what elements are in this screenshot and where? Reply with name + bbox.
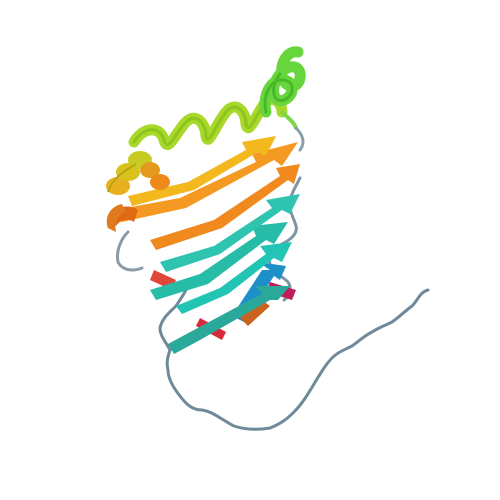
- lower-loop-coil: [158, 288, 188, 352]
- green-connector-coil: [294, 126, 305, 152]
- orange-strand-1: [150, 164, 300, 250]
- orange-curl: [106, 204, 126, 232]
- cyan-strand-3: [150, 222, 288, 300]
- c-terminal-coil: [165, 288, 430, 431]
- teal-strand-1: [168, 286, 290, 354]
- orange-strand-2: [114, 142, 298, 222]
- yellow-orange-helix: [106, 151, 170, 195]
- left-loop-coil: [116, 230, 144, 272]
- cyan-strand-2: [176, 242, 292, 314]
- cyan-strand-4: [160, 194, 300, 272]
- brown-strand: [240, 300, 270, 326]
- green-helix: [259, 46, 306, 130]
